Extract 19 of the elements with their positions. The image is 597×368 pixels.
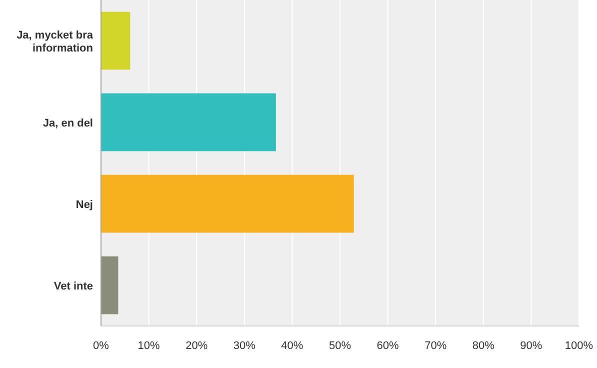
x-tick-label: 0% — [93, 340, 110, 352]
x-tick-label: 60% — [376, 340, 400, 352]
x-tick-label: 10% — [138, 340, 160, 352]
x-tick-label: 70% — [424, 340, 447, 352]
x-tick-label: 100% — [564, 340, 594, 352]
x-tick-label: 90% — [520, 340, 542, 352]
x-tick-label: 40% — [281, 340, 304, 352]
y-tick-label: Ja, en del — [42, 117, 93, 130]
x-tick-label: 30% — [233, 340, 256, 352]
bar — [101, 93, 276, 152]
bar — [101, 256, 118, 314]
x-tick-label: 80% — [472, 340, 495, 352]
x-tick-label: 20% — [186, 340, 208, 352]
y-tick-label: Vet inte — [54, 280, 93, 292]
bar — [101, 174, 354, 233]
bar — [101, 12, 130, 70]
y-tick-label: Ja, mycket bra information — [16, 29, 94, 54]
x-tick-label: 50% — [328, 340, 352, 352]
y-tick-label: Nej — [76, 198, 93, 211]
